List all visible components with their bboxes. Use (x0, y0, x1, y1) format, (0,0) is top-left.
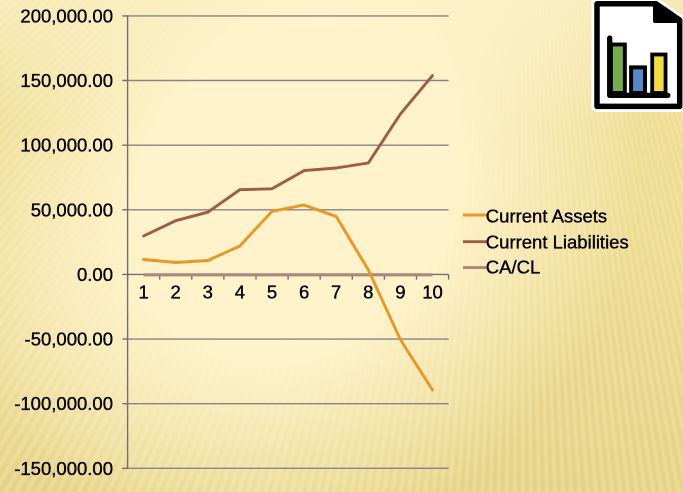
svg-text:9: 9 (395, 282, 405, 303)
svg-text:Current Liabilities: Current Liabilities (486, 231, 629, 252)
svg-text:5: 5 (267, 282, 277, 303)
svg-text:1: 1 (138, 282, 148, 303)
svg-text:Current Assets: Current Assets (486, 205, 607, 226)
svg-text:200,000.00: 200,000.00 (20, 5, 113, 26)
svg-text:-150,000.00: -150,000.00 (14, 458, 113, 479)
svg-text:8: 8 (363, 282, 373, 303)
svg-text:3: 3 (203, 282, 213, 303)
svg-text:100,000.00: 100,000.00 (20, 135, 113, 156)
svg-text:-50,000.00: -50,000.00 (25, 329, 113, 350)
svg-text:50,000.00: 50,000.00 (31, 199, 113, 220)
svg-text:4: 4 (235, 282, 245, 303)
svg-text:6: 6 (299, 282, 309, 303)
svg-text:CA/CL: CA/CL (486, 257, 541, 278)
svg-text:10: 10 (422, 282, 443, 303)
svg-text:7: 7 (331, 282, 341, 303)
svg-text:-100,000.00: -100,000.00 (14, 393, 113, 414)
svg-text:2: 2 (171, 282, 181, 303)
svg-text:150,000.00: 150,000.00 (20, 70, 113, 91)
svg-text:0.00: 0.00 (77, 264, 113, 285)
